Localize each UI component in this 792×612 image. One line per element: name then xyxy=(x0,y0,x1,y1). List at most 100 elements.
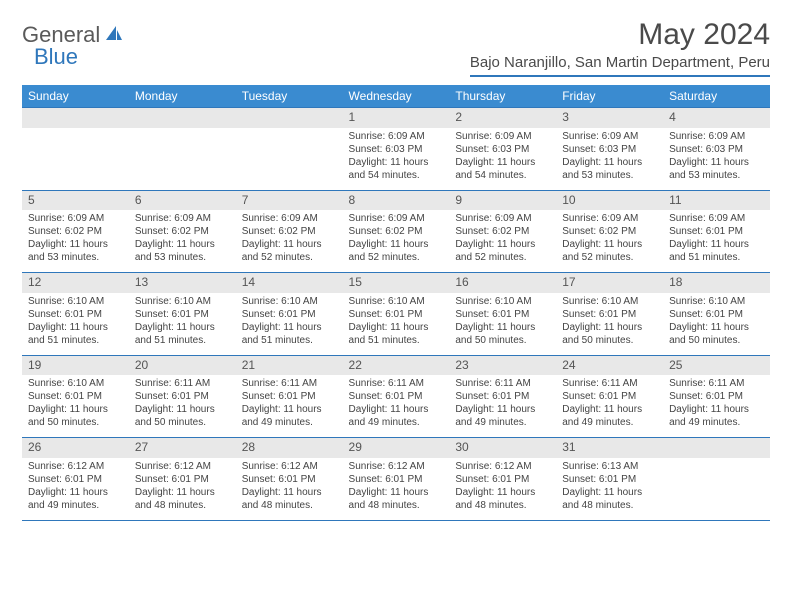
daylight-text: Daylight: 11 hours and 48 minutes. xyxy=(455,486,550,512)
sunrise-text: Sunrise: 6:11 AM xyxy=(562,377,657,390)
daylight-text: Daylight: 11 hours and 52 minutes. xyxy=(349,238,444,264)
logo-sail-icon xyxy=(104,24,124,47)
sunset-text: Sunset: 6:02 PM xyxy=(349,225,444,238)
day-number: 31 xyxy=(556,438,663,458)
sunrise-text: Sunrise: 6:10 AM xyxy=(455,295,550,308)
day-content xyxy=(236,128,343,138)
sunrise-text: Sunrise: 6:12 AM xyxy=(349,460,444,473)
day-number: 4 xyxy=(663,108,770,128)
sunset-text: Sunset: 6:01 PM xyxy=(242,308,337,321)
sunset-text: Sunset: 6:01 PM xyxy=(562,308,657,321)
sunset-text: Sunset: 6:03 PM xyxy=(669,143,764,156)
calendar-cell: 31Sunrise: 6:13 AMSunset: 6:01 PMDayligh… xyxy=(556,438,663,521)
sunset-text: Sunset: 6:01 PM xyxy=(455,308,550,321)
sunset-text: Sunset: 6:01 PM xyxy=(669,225,764,238)
calendar-cell: 22Sunrise: 6:11 AMSunset: 6:01 PMDayligh… xyxy=(343,355,450,438)
sunset-text: Sunset: 6:01 PM xyxy=(562,390,657,403)
calendar-row: 5Sunrise: 6:09 AMSunset: 6:02 PMDaylight… xyxy=(22,190,770,273)
daylight-text: Daylight: 11 hours and 51 minutes. xyxy=(669,238,764,264)
day-content xyxy=(129,128,236,138)
calendar-cell: 30Sunrise: 6:12 AMSunset: 6:01 PMDayligh… xyxy=(449,438,556,521)
day-number xyxy=(236,108,343,128)
daylight-text: Daylight: 11 hours and 53 minutes. xyxy=(562,156,657,182)
day-number: 6 xyxy=(129,191,236,211)
sunset-text: Sunset: 6:01 PM xyxy=(135,308,230,321)
calendar-row: 19Sunrise: 6:10 AMSunset: 6:01 PMDayligh… xyxy=(22,355,770,438)
day-number: 27 xyxy=(129,438,236,458)
calendar-row: 12Sunrise: 6:10 AMSunset: 6:01 PMDayligh… xyxy=(22,273,770,356)
sunrise-text: Sunrise: 6:09 AM xyxy=(562,212,657,225)
daylight-text: Daylight: 11 hours and 51 minutes. xyxy=(135,321,230,347)
calendar-table: SundayMondayTuesdayWednesdayThursdayFrid… xyxy=(22,85,770,521)
calendar-cell: 12Sunrise: 6:10 AMSunset: 6:01 PMDayligh… xyxy=(22,273,129,356)
sunrise-text: Sunrise: 6:12 AM xyxy=(242,460,337,473)
sunset-text: Sunset: 6:01 PM xyxy=(28,308,123,321)
day-number: 3 xyxy=(556,108,663,128)
sunrise-text: Sunrise: 6:09 AM xyxy=(455,212,550,225)
day-number: 30 xyxy=(449,438,556,458)
day-number: 7 xyxy=(236,191,343,211)
calendar-cell: 27Sunrise: 6:12 AMSunset: 6:01 PMDayligh… xyxy=(129,438,236,521)
day-content: Sunrise: 6:09 AMSunset: 6:03 PMDaylight:… xyxy=(556,128,663,190)
calendar-cell: 4Sunrise: 6:09 AMSunset: 6:03 PMDaylight… xyxy=(663,108,770,191)
sunset-text: Sunset: 6:01 PM xyxy=(349,473,444,486)
day-content: Sunrise: 6:12 AMSunset: 6:01 PMDaylight:… xyxy=(22,458,129,520)
sunrise-text: Sunrise: 6:10 AM xyxy=(562,295,657,308)
day-number: 23 xyxy=(449,356,556,376)
calendar-cell: 5Sunrise: 6:09 AMSunset: 6:02 PMDaylight… xyxy=(22,190,129,273)
calendar-cell: 21Sunrise: 6:11 AMSunset: 6:01 PMDayligh… xyxy=(236,355,343,438)
daylight-text: Daylight: 11 hours and 48 minutes. xyxy=(349,486,444,512)
day-content: Sunrise: 6:12 AMSunset: 6:01 PMDaylight:… xyxy=(343,458,450,520)
day-content: Sunrise: 6:09 AMSunset: 6:01 PMDaylight:… xyxy=(663,210,770,272)
sunset-text: Sunset: 6:02 PM xyxy=(135,225,230,238)
day-content: Sunrise: 6:10 AMSunset: 6:01 PMDaylight:… xyxy=(343,293,450,355)
calendar-cell: 26Sunrise: 6:12 AMSunset: 6:01 PMDayligh… xyxy=(22,438,129,521)
daylight-text: Daylight: 11 hours and 50 minutes. xyxy=(455,321,550,347)
column-header: Saturday xyxy=(663,85,770,108)
day-number: 8 xyxy=(343,191,450,211)
day-number xyxy=(129,108,236,128)
sunrise-text: Sunrise: 6:09 AM xyxy=(28,212,123,225)
day-content: Sunrise: 6:09 AMSunset: 6:02 PMDaylight:… xyxy=(129,210,236,272)
day-content: Sunrise: 6:11 AMSunset: 6:01 PMDaylight:… xyxy=(449,375,556,437)
day-number: 24 xyxy=(556,356,663,376)
day-number: 21 xyxy=(236,356,343,376)
calendar-cell: 19Sunrise: 6:10 AMSunset: 6:01 PMDayligh… xyxy=(22,355,129,438)
sunrise-text: Sunrise: 6:09 AM xyxy=(669,212,764,225)
daylight-text: Daylight: 11 hours and 54 minutes. xyxy=(455,156,550,182)
sunset-text: Sunset: 6:02 PM xyxy=(562,225,657,238)
sunrise-text: Sunrise: 6:13 AM xyxy=(562,460,657,473)
daylight-text: Daylight: 11 hours and 53 minutes. xyxy=(669,156,764,182)
day-content: Sunrise: 6:12 AMSunset: 6:01 PMDaylight:… xyxy=(236,458,343,520)
header: General May 2024 Bajo Naranjillo, San Ma… xyxy=(22,18,770,77)
day-content: Sunrise: 6:10 AMSunset: 6:01 PMDaylight:… xyxy=(449,293,556,355)
calendar-cell: 13Sunrise: 6:10 AMSunset: 6:01 PMDayligh… xyxy=(129,273,236,356)
sunset-text: Sunset: 6:02 PM xyxy=(28,225,123,238)
sunrise-text: Sunrise: 6:09 AM xyxy=(242,212,337,225)
day-content: Sunrise: 6:09 AMSunset: 6:02 PMDaylight:… xyxy=(556,210,663,272)
sunrise-text: Sunrise: 6:10 AM xyxy=(349,295,444,308)
day-content: Sunrise: 6:09 AMSunset: 6:03 PMDaylight:… xyxy=(449,128,556,190)
day-number: 2 xyxy=(449,108,556,128)
daylight-text: Daylight: 11 hours and 48 minutes. xyxy=(242,486,337,512)
day-content: Sunrise: 6:11 AMSunset: 6:01 PMDaylight:… xyxy=(663,375,770,437)
calendar-cell: 24Sunrise: 6:11 AMSunset: 6:01 PMDayligh… xyxy=(556,355,663,438)
sunset-text: Sunset: 6:01 PM xyxy=(28,390,123,403)
calendar-cell: 23Sunrise: 6:11 AMSunset: 6:01 PMDayligh… xyxy=(449,355,556,438)
calendar-cell: 18Sunrise: 6:10 AMSunset: 6:01 PMDayligh… xyxy=(663,273,770,356)
day-content: Sunrise: 6:10 AMSunset: 6:01 PMDaylight:… xyxy=(22,293,129,355)
daylight-text: Daylight: 11 hours and 53 minutes. xyxy=(28,238,123,264)
column-header: Thursday xyxy=(449,85,556,108)
calendar-cell: 6Sunrise: 6:09 AMSunset: 6:02 PMDaylight… xyxy=(129,190,236,273)
sunset-text: Sunset: 6:01 PM xyxy=(349,308,444,321)
daylight-text: Daylight: 11 hours and 50 minutes. xyxy=(562,321,657,347)
sunrise-text: Sunrise: 6:10 AM xyxy=(135,295,230,308)
sunset-text: Sunset: 6:01 PM xyxy=(242,390,337,403)
day-content: Sunrise: 6:09 AMSunset: 6:02 PMDaylight:… xyxy=(22,210,129,272)
calendar-cell: 10Sunrise: 6:09 AMSunset: 6:02 PMDayligh… xyxy=(556,190,663,273)
daylight-text: Daylight: 11 hours and 52 minutes. xyxy=(242,238,337,264)
day-content: Sunrise: 6:09 AMSunset: 6:02 PMDaylight:… xyxy=(236,210,343,272)
sunset-text: Sunset: 6:01 PM xyxy=(669,308,764,321)
daylight-text: Daylight: 11 hours and 49 minutes. xyxy=(562,403,657,429)
day-content xyxy=(663,458,770,468)
